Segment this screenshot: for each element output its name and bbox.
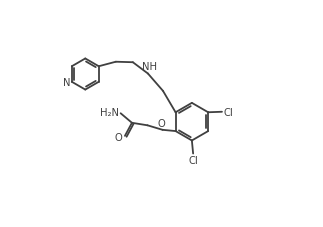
Text: Cl: Cl <box>188 155 198 165</box>
Text: Cl: Cl <box>223 107 233 117</box>
Text: O: O <box>158 118 165 128</box>
Text: NH: NH <box>142 61 157 71</box>
Text: O: O <box>115 132 122 142</box>
Text: N: N <box>63 77 70 87</box>
Text: H₂N: H₂N <box>100 108 119 118</box>
